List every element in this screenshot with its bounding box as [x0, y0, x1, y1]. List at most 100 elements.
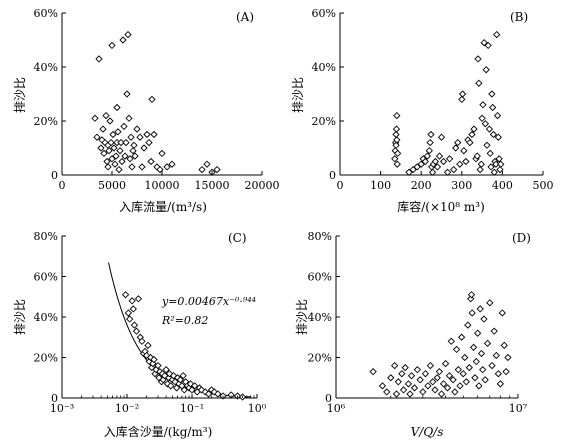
panel-a-label: (A) — [236, 10, 254, 24]
panel-c-data-point — [150, 355, 158, 364]
panel-d-data-point — [401, 363, 409, 372]
panel-a: 020%40%60% 0 5000 10000 15000 20000 (A) 排沙比 … — [13, 7, 280, 214]
panel-b-y-tick-label: 20% — [312, 115, 336, 128]
panel-b-data-point — [394, 149, 402, 158]
panel-b-data-point — [405, 168, 413, 176]
panel-d-data-point — [369, 368, 377, 376]
panel-a-data-point — [138, 163, 146, 171]
panel-d-data-point — [394, 378, 402, 386]
panel-b-y-tick-label: 0 — [329, 169, 336, 182]
panel-b-x-tick-label: 0 — [337, 179, 344, 192]
panel-a-data-point — [122, 138, 130, 147]
panel-a-data-point — [104, 163, 112, 171]
panel-b-data-point — [480, 39, 488, 47]
panel-c-y-tick-label: 80% — [34, 230, 58, 243]
panel-b-data-point — [497, 160, 505, 168]
panel-c-y-tick-label: 40% — [34, 311, 58, 324]
panel-d-data-point — [391, 361, 399, 370]
panel-d-data-point — [441, 359, 450, 368]
panel-c-fit-equation: y=0.00467x⁻⁰·⁹⁴⁴ — [161, 295, 256, 308]
panel-a-data-point — [145, 138, 153, 147]
panel-c-data-point — [124, 309, 133, 317]
panel-b-data-point — [443, 168, 452, 176]
panel-d-data-point — [472, 357, 480, 366]
panel-b-data-point — [479, 101, 487, 109]
panel-d: 0 20% 40% 60% 80% 10⁶ 10⁷ (D) 排沙比 V/Q/s — [295, 230, 531, 439]
panel-b-data-point — [483, 141, 491, 149]
panel-c-data-point — [142, 351, 151, 360]
panel-d-y-tick-label: 60% — [308, 271, 332, 284]
panel-b-data-point — [425, 147, 433, 155]
panel-a-x-tick-label: 0 — [59, 179, 66, 192]
panel-d-data-point — [451, 388, 459, 396]
panel-a-data-point — [124, 30, 132, 39]
panel-a-data-point — [119, 36, 127, 44]
panel-a-data-point — [198, 165, 206, 174]
panel-d-plot — [335, 236, 518, 399]
panel-d-data-point — [480, 315, 488, 323]
panel-d-data-point — [477, 349, 486, 358]
panel-c-data-point — [126, 315, 134, 323]
panel-a-x-ticks: 0 5000 10000 15000 20000 — [59, 171, 280, 192]
panel-a-data-point — [136, 133, 144, 141]
panel-b-data-point — [458, 95, 466, 104]
panel-d-data-point — [490, 327, 498, 335]
panel-b-data-point — [474, 55, 482, 63]
panel-b-data-point — [470, 125, 478, 133]
panel-b-data-point — [423, 152, 431, 160]
panel-c-fit-r2: R²=0.82 — [161, 314, 208, 327]
panel-c-data-point — [176, 376, 184, 384]
panel-c-data-point — [151, 370, 159, 378]
panel-b-plot — [339, 13, 543, 176]
panel-d-data-point — [426, 361, 435, 370]
panel-d-x-axis-title: V/Q/s — [411, 425, 444, 439]
panel-d-label: (D) — [512, 231, 531, 245]
panel-b-data-point — [493, 30, 501, 39]
panel-a-x-tick-label: 15000 — [195, 179, 230, 192]
panel-a-data-point — [131, 152, 139, 160]
panel-b-data-point — [485, 125, 494, 133]
panel-c-data-point — [167, 382, 175, 390]
panel-a-plot — [61, 13, 262, 176]
panel-b-data-point — [458, 90, 467, 98]
panel-d-data-point — [467, 291, 476, 299]
panel-b-x-tick-label: 100 — [370, 179, 391, 192]
panel-c-data-point — [134, 295, 143, 303]
panel-b-data-point — [489, 130, 498, 139]
panel-d-data-point — [421, 370, 430, 378]
panel-a-data-point — [113, 103, 121, 112]
panel-a-data-point — [125, 114, 133, 122]
panel-c-data-point — [138, 337, 146, 345]
panel-d-data-point — [383, 388, 391, 396]
panel-d-data-point — [500, 341, 508, 349]
panel-c-y-tick-label: 60% — [34, 271, 58, 284]
panel-c-data-point — [148, 363, 156, 372]
panel-b-data-point — [489, 103, 497, 112]
panel-a-data-point — [100, 149, 108, 158]
panel-d-data-point — [449, 376, 457, 384]
panel-c-data-point — [161, 372, 169, 380]
panel-d-data-point — [433, 374, 441, 382]
panel-a-data-point — [108, 155, 116, 163]
panel-c-x-tick-label: 10⁻³ — [50, 402, 74, 415]
panel-b-data-point — [462, 157, 470, 166]
panel-a-data-point — [126, 155, 134, 163]
panel-b-x-tick-label: 500 — [533, 179, 554, 192]
panel-a-y-tick-label: 40% — [34, 61, 58, 74]
panel-a-data-point — [112, 152, 120, 160]
panel-c-y-axis-title: 排沙比 — [13, 299, 27, 335]
panel-b-data-point — [437, 133, 446, 141]
panel-c-y-ticks: 0 20% 40% 60% 80% — [34, 230, 66, 405]
panel-d-data-point — [413, 366, 422, 374]
panel-b-data-point — [490, 168, 498, 176]
panel-c-data-point — [130, 321, 139, 329]
panel-d-data-point — [483, 339, 492, 347]
panel-a-x-axis-title: 入库流量/(m³/s) — [119, 199, 207, 214]
panel-d-data-point — [447, 337, 455, 345]
panel-d-data-point — [443, 384, 452, 392]
panel-d-x-ticks: 10⁶ 10⁷ — [327, 394, 528, 415]
panel-b-x-ticks: 0 100 200 300 400 500 — [337, 171, 554, 192]
panel-c-data-point — [214, 390, 222, 398]
panel-c: 0 20% 40% 60% 80% 10⁻³ 10⁻² 10⁻¹ 10⁰ (C) 排沙比 入库… — [13, 230, 267, 439]
panel-a-data-point — [168, 160, 176, 168]
